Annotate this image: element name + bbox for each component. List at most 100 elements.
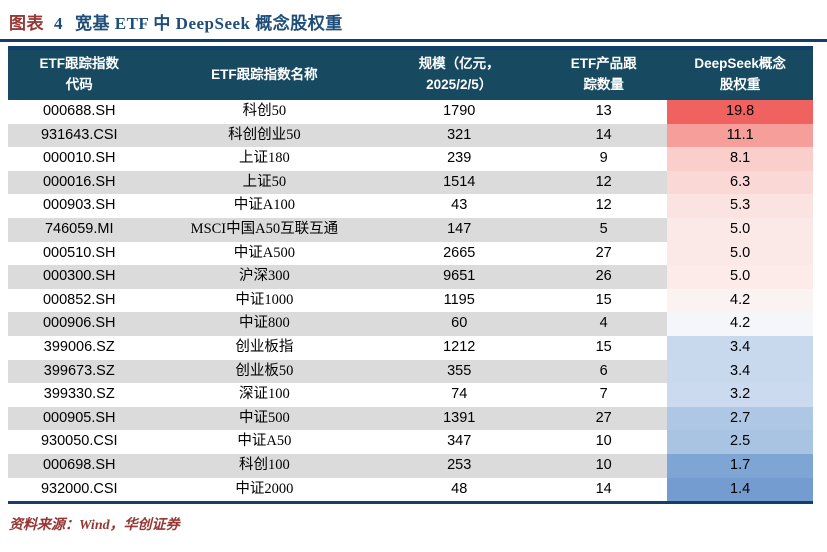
figure-title-text: 宽基 ETF 中 DeepSeek 概念股权重 (75, 14, 343, 33)
cell-count: 15 (595, 291, 612, 308)
cell-code: 000698.SH (8, 453, 151, 478)
cell-code: 000905.SH (8, 406, 151, 431)
cell-weight: 5.0 (667, 217, 813, 242)
cell-code: 000510.SH (42, 244, 116, 261)
table-row: 000906.SH 中证800 60 4 4.2 (8, 312, 813, 336)
etf-table-container: ETF跟踪指数 代码 ETF跟踪指数名称 规模（亿元， 2025/2/5） ETF产品跟踪… (8, 46, 813, 505)
cell-weight: 3.4 (667, 359, 813, 384)
cell-code: 930050.CSI (40, 433, 118, 450)
cell-name: 上证180 (239, 150, 290, 167)
table-row: 399330.SZ 深证100 74 7 3.2 (8, 383, 813, 407)
source-note: 资料来源：Wind，华创证券 (9, 518, 180, 534)
cell-weight: 4.2 (667, 288, 813, 313)
table-row: 000698.SH 科创100 253 10 1.7 (8, 453, 813, 478)
cell-code: 399330.SZ (43, 386, 115, 403)
table-row: 931643.CSI 科创创业50 321 14 11.1 (8, 123, 813, 148)
cell-count: 14 (540, 123, 668, 148)
cell-scale: 239 (447, 150, 472, 167)
etf-deepseek-weight-table: ETF跟踪指数 代码 ETF跟踪指数名称 规模（亿元， 2025/2/5） ETF产品跟踪… (8, 46, 813, 505)
cell-weight: 2.7 (667, 406, 813, 431)
column-header-deepseek-weight: DeepSeek概念 股权重 (667, 48, 813, 100)
table-header: ETF跟踪指数 代码 ETF跟踪指数名称 规模（亿元， 2025/2/5） ETF产品跟踪… (8, 48, 813, 100)
cell-code: 000010.SH (42, 150, 116, 167)
table-row: 000688.SH 科创50 1790 13 19.8 (8, 100, 813, 124)
cell-scale: 347 (447, 433, 472, 450)
cell-count: 12 (595, 197, 612, 214)
cell-weight: 11.1 (667, 123, 813, 148)
column-header-scale: 规模（亿元， 2025/2/5） (378, 48, 541, 100)
cell-weight: 3.2 (667, 383, 813, 407)
cell-count: 6 (540, 359, 668, 384)
cell-code: 931643.CSI (8, 123, 151, 148)
cell-code: 746059.MI (8, 217, 151, 242)
cell-scale: 1391 (378, 406, 541, 431)
cell-scale: 1514 (378, 170, 541, 195)
table-body: 000688.SH 科创50 1790 13 19.8 931643.CSI 科创创业50 3… (8, 100, 813, 503)
cell-scale: 60 (378, 312, 541, 336)
cell-name: 创业板指 (235, 338, 294, 355)
cell-code: 000300.SH (8, 265, 151, 289)
table-row: 399673.SZ 创业板50 355 6 3.4 (8, 359, 813, 384)
cell-name: 中证2000 (235, 480, 294, 497)
cell-scale: 43 (451, 197, 468, 214)
cell-scale: 253 (378, 453, 541, 478)
figure-title-number: 4 (54, 14, 63, 33)
cell-scale: 48 (451, 480, 468, 497)
cell-scale: 147 (378, 217, 541, 242)
cell-count: 14 (595, 480, 612, 497)
cell-code: 000852.SH (42, 291, 116, 308)
cell-weight: 5.0 (667, 265, 813, 289)
table-row: 000852.SH 中证1000 1195 15 4.2 (8, 288, 813, 313)
cell-count: 9 (599, 150, 608, 167)
cell-scale: 2665 (443, 244, 476, 261)
table-header-row: ETF跟踪指数 代码 ETF跟踪指数名称 规模（亿元， 2025/2/5） ETF产品跟踪… (8, 48, 813, 100)
cell-count: 7 (599, 386, 608, 403)
cell-name: 科创50 (242, 103, 287, 119)
cell-code: 932000.CSI (40, 480, 118, 497)
table-row: 930050.CSI 中证A50 347 10 2.5 (8, 430, 813, 454)
cell-name: 深证100 (239, 386, 290, 403)
cell-scale: 1195 (443, 291, 475, 308)
cell-count: 13 (595, 103, 612, 119)
cell-name: MSCI中国A50互联互通 (150, 217, 379, 242)
cell-weight: 3.4 (667, 335, 813, 360)
cell-weight: 8.1 (667, 147, 813, 171)
table-row: 000010.SH 上证180 239 9 8.1 (8, 147, 813, 171)
cell-name: 科创100 (150, 453, 379, 478)
cell-name: 中证800 (150, 312, 379, 336)
cell-weight: 5.3 (667, 194, 813, 218)
cell-name: 中证1000 (235, 291, 294, 308)
cell-count: 5 (540, 217, 668, 242)
cell-weight: 2.5 (667, 430, 813, 454)
cell-name: 中证A500 (233, 244, 295, 261)
cell-scale: 74 (451, 386, 468, 403)
cell-code: 000688.SH (42, 103, 116, 119)
column-header-index-code: ETF跟踪指数 代码 (8, 48, 151, 100)
figure-title: 图表 4 宽基 ETF 中 DeepSeek 概念股权重 (0, 0, 827, 34)
column-header-index-name: ETF跟踪指数名称 (150, 48, 379, 100)
table-row: 000016.SH 上证50 1514 12 6.3 (8, 170, 813, 195)
cell-weight: 5.0 (667, 241, 813, 266)
cell-name: 上证50 (150, 170, 379, 195)
table-row: 746059.MI MSCI中国A50互联互通 147 5 5.0 (8, 217, 813, 242)
cell-weight: 19.8 (667, 100, 813, 124)
table-row: 932000.CSI 中证2000 48 14 1.4 (8, 477, 813, 503)
cell-name: 中证500 (150, 406, 379, 431)
cell-count: 12 (540, 170, 668, 195)
figure-title-label: 图表 (9, 14, 44, 33)
cell-code: 000016.SH (8, 170, 151, 195)
table-row: 000903.SH 中证A100 43 12 5.3 (8, 194, 813, 218)
cell-scale: 1790 (443, 103, 476, 119)
cell-code: 000906.SH (8, 312, 151, 336)
cell-code: 399673.SZ (8, 359, 151, 384)
cell-scale: 355 (378, 359, 541, 384)
cell-count: 4 (540, 312, 668, 336)
cell-count: 10 (540, 453, 668, 478)
cell-name: 沪深300 (150, 265, 379, 289)
cell-count: 26 (540, 265, 668, 289)
cell-weight: 1.7 (667, 453, 813, 478)
cell-scale: 321 (378, 123, 541, 148)
cell-weight: 1.4 (667, 477, 813, 503)
cell-name: 创业板50 (150, 359, 379, 384)
cell-scale: 1212 (443, 338, 476, 355)
